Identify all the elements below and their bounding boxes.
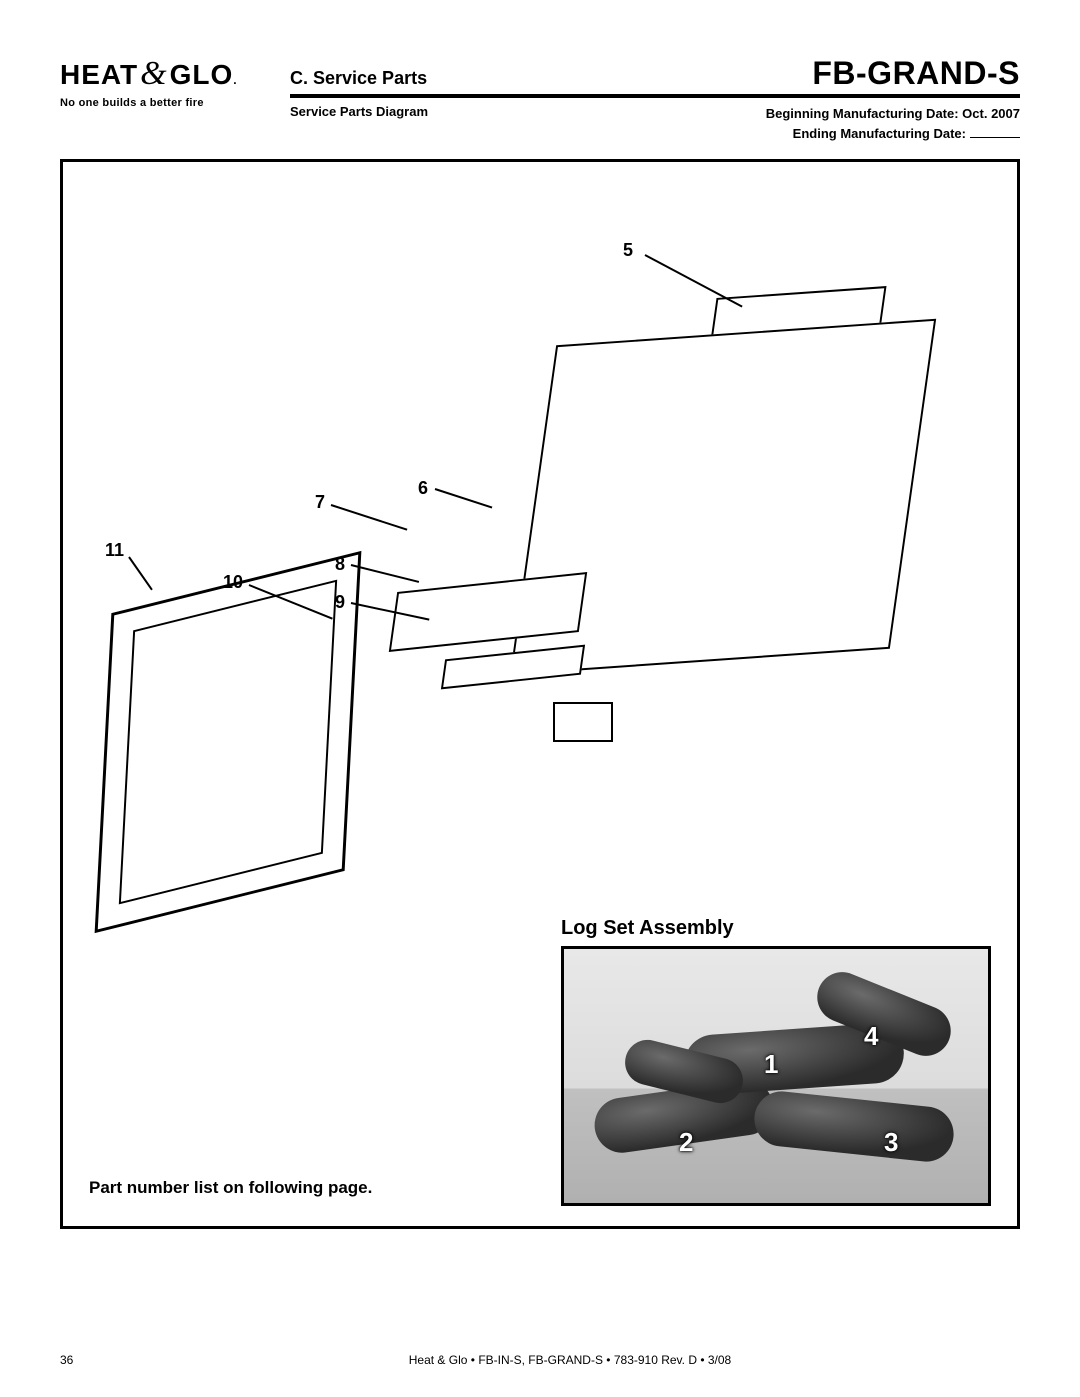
mfg-end-date: Ending Manufacturing Date: <box>766 124 1020 144</box>
page: HEAT & GLO . No one builds a better fire… <box>0 0 1080 1397</box>
callout-8: 8 <box>335 554 345 575</box>
brand-left: HEAT <box>60 59 138 91</box>
subtitle-row: Service Parts Diagram Beginning Manufact… <box>290 104 1020 143</box>
callout-10: 10 <box>223 572 243 593</box>
brand-right: GLO <box>170 59 234 91</box>
brand-logo: HEAT & GLO . <box>60 55 260 93</box>
callout-9: 9 <box>335 592 345 613</box>
header-right: C. Service Parts FB-GRAND-S Service Part… <box>290 55 1020 143</box>
logset-callout-4: 4 <box>864 1021 878 1052</box>
glass-door <box>95 551 362 933</box>
logset-panel: Log Set Assembly 1 2 3 4 <box>561 917 991 1206</box>
title-row: C. Service Parts FB-GRAND-S <box>290 55 1020 98</box>
exploded-view <box>93 202 987 922</box>
callout-5: 5 <box>623 240 633 261</box>
valve <box>553 702 613 742</box>
logset-title: Log Set Assembly <box>561 917 991 940</box>
mfg-dates: Beginning Manufacturing Date: Oct. 2007 … <box>766 104 1020 143</box>
callout-11: 11 <box>105 540 124 561</box>
callout-7: 7 <box>315 492 325 513</box>
logo-block: HEAT & GLO . No one builds a better fire <box>60 55 260 109</box>
logset-callout-3: 3 <box>884 1127 898 1158</box>
bracket <box>441 645 585 690</box>
mfg-begin-date: Beginning Manufacturing Date: Oct. 2007 <box>766 104 1020 124</box>
diagram-frame: 5 6 7 8 9 10 11 Log Set Assembly 1 2 3 4 Part num… <box>60 159 1020 1229</box>
log-shape <box>752 1089 957 1165</box>
page-footer: 36 Heat & Glo • FB-IN-S, FB-GRAND-S • 78… <box>60 1353 1020 1367</box>
brand-tagline: No one builds a better fire <box>60 97 260 109</box>
callout-6: 6 <box>418 478 428 499</box>
logset-image: 1 2 3 4 <box>561 946 991 1206</box>
model-number: FB-GRAND-S <box>812 55 1020 92</box>
diagram-subtitle: Service Parts Diagram <box>290 104 428 143</box>
glass-door-inner <box>119 580 337 905</box>
section-title: C. Service Parts <box>290 68 427 89</box>
logset-callout-2: 2 <box>679 1127 693 1158</box>
page-number: 36 <box>60 1353 120 1367</box>
footer-text: Heat & Glo • FB-IN-S, FB-GRAND-S • 783-9… <box>120 1353 1020 1367</box>
page-header: HEAT & GLO . No one builds a better fire… <box>60 55 1020 143</box>
ampersand-icon: & <box>140 55 167 93</box>
part-list-note: Part number list on following page. <box>89 1178 372 1198</box>
logset-callout-1: 1 <box>764 1049 778 1080</box>
